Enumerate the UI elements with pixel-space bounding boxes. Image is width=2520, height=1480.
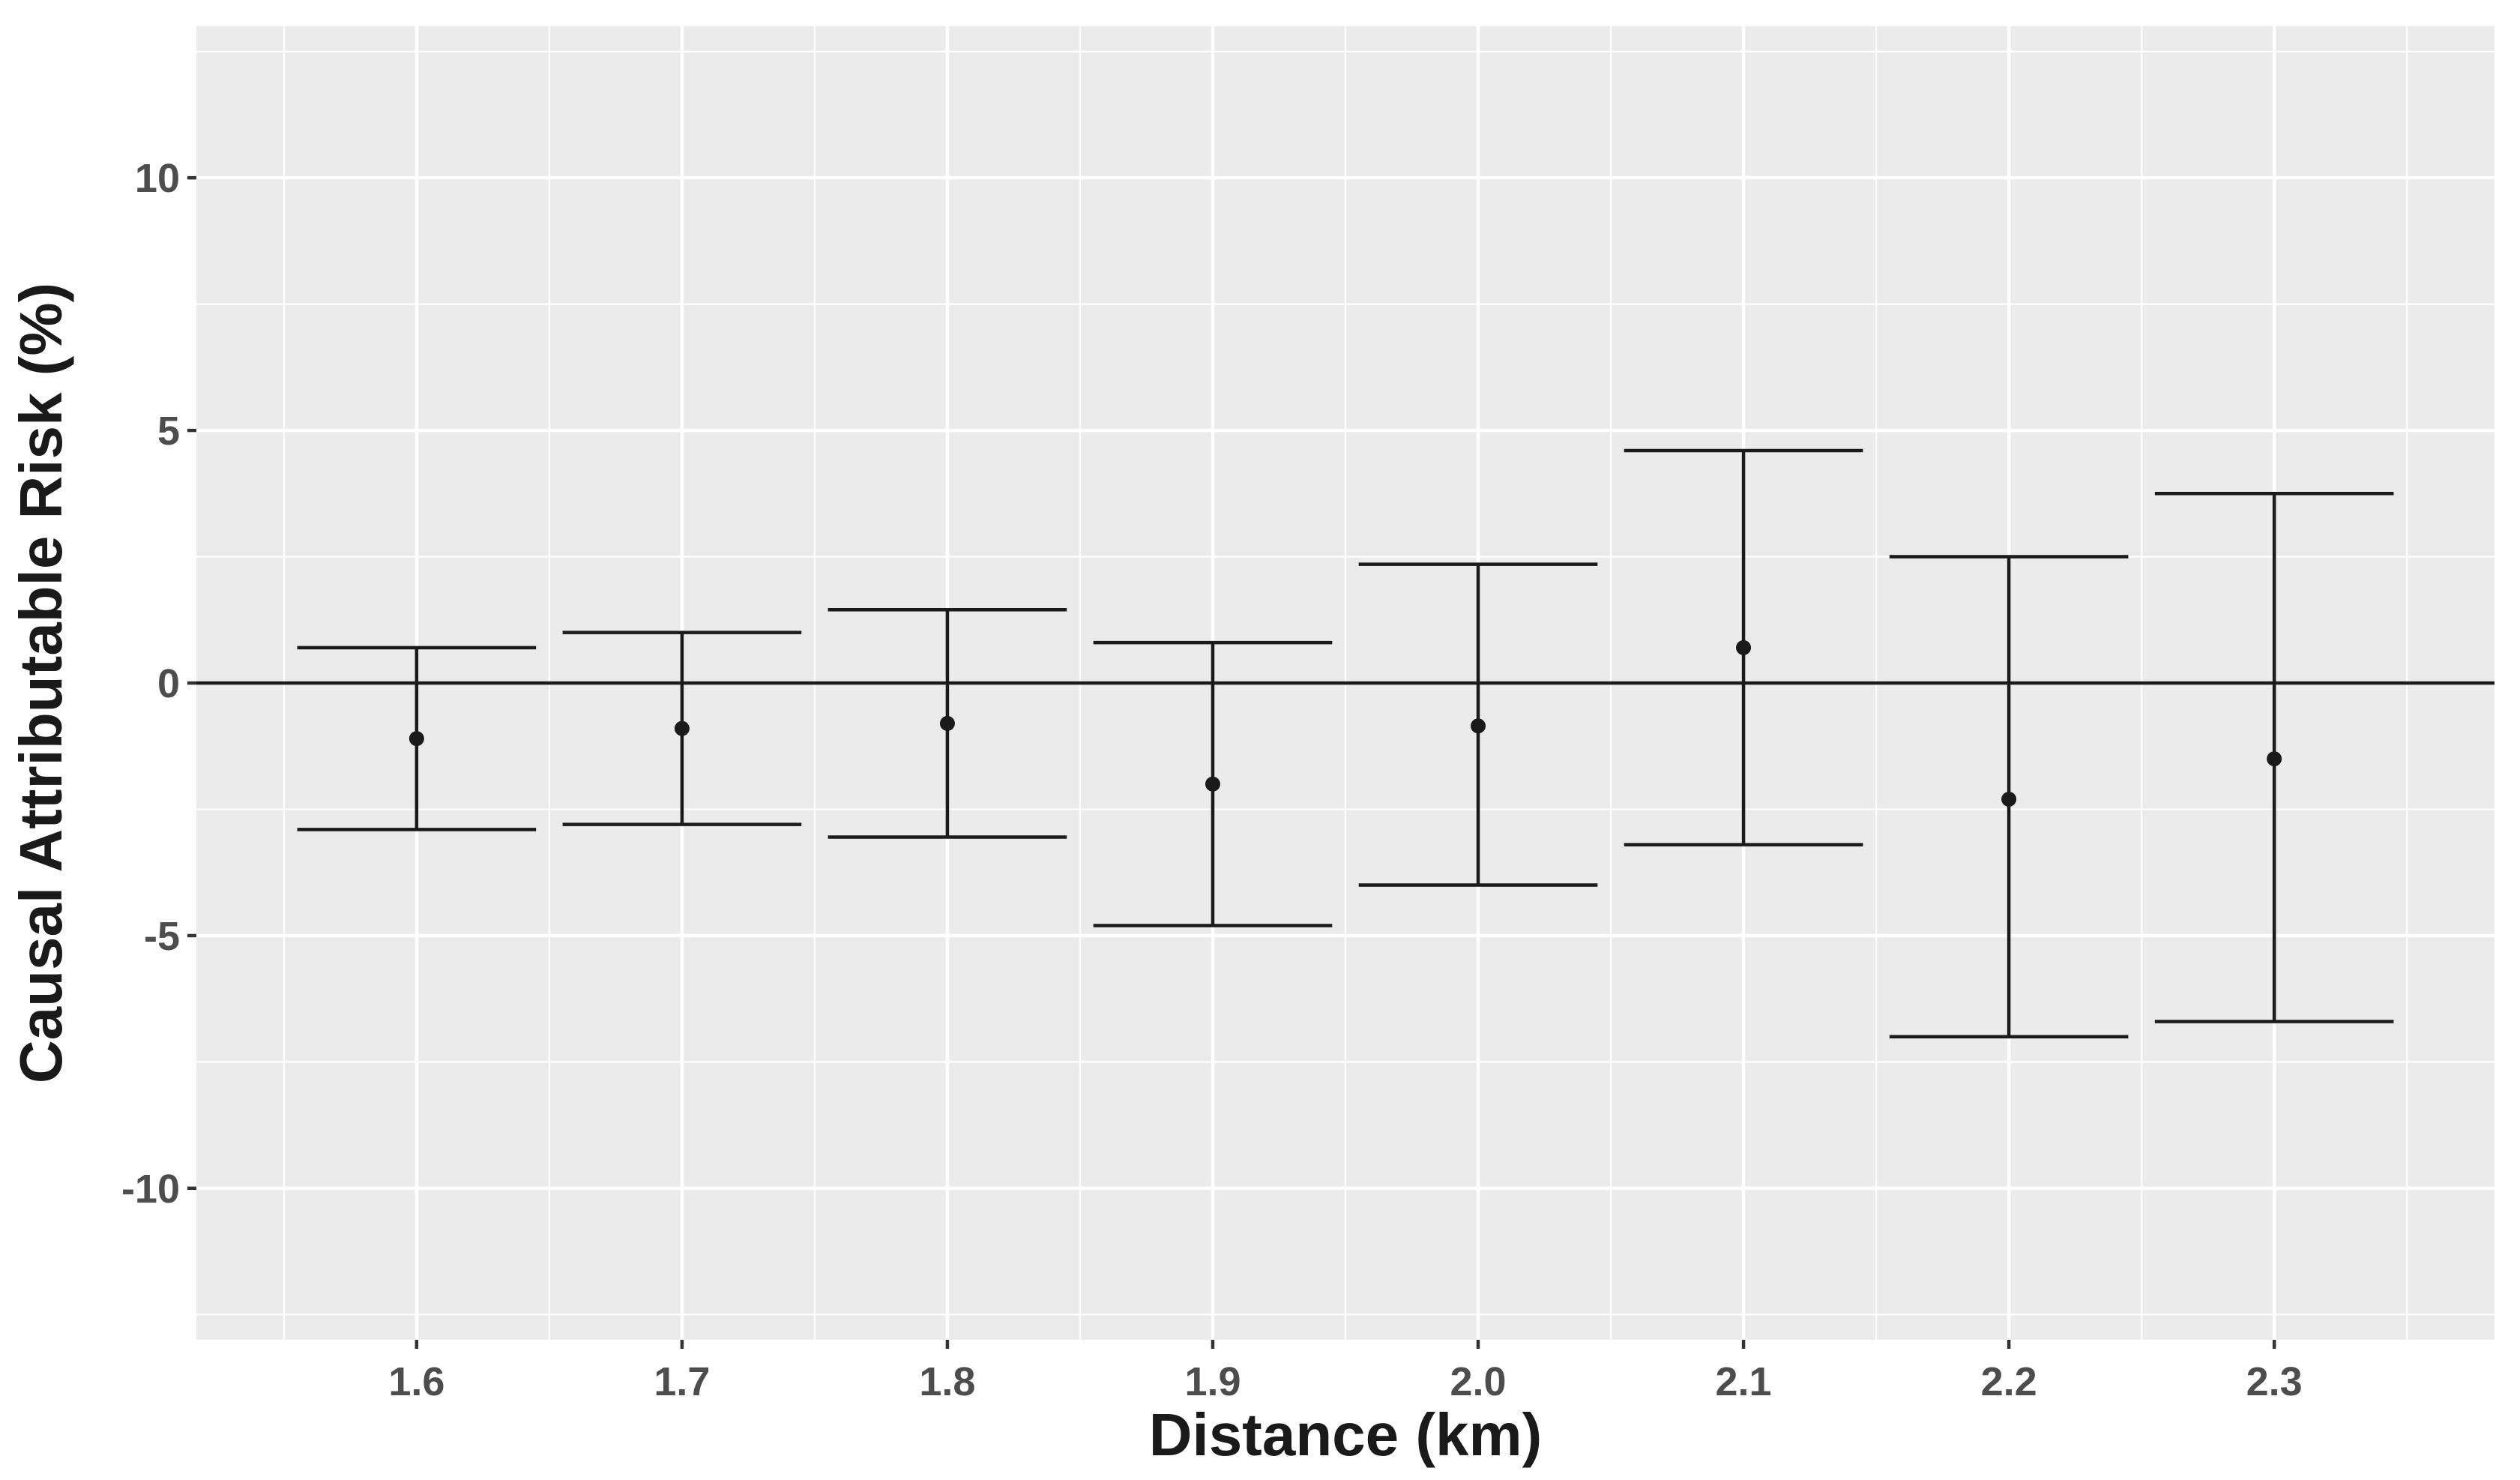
y-tick-label: -5	[144, 914, 180, 959]
x-tick-label: 2.2	[1981, 1359, 2037, 1404]
estimate-point	[674, 721, 690, 736]
error-bar-1.9	[1093, 640, 1333, 927]
x-tick-label: 1.6	[388, 1359, 444, 1404]
error-bar-2.0	[1358, 562, 1598, 887]
error-bar-1.6	[297, 646, 537, 831]
estimate-point	[1471, 718, 1486, 734]
y-tick-label: 5	[157, 409, 180, 454]
estimate-point	[409, 731, 424, 747]
y-axis-title: Causal Attributable Risk (%)	[7, 283, 74, 1083]
error-bar-1.8	[828, 608, 1067, 839]
y-tick-label: -10	[121, 1167, 180, 1212]
error-bar-2.3	[2154, 492, 2394, 1023]
x-tick-label: 1.9	[1184, 1359, 1241, 1404]
x-tick-label: 1.8	[919, 1359, 975, 1404]
error-bar-2.1	[1624, 448, 1863, 846]
error-bars	[196, 448, 2495, 1038]
estimate-point	[1205, 776, 1220, 792]
y-tick-label: 10	[135, 156, 180, 201]
x-tick-label: 2.1	[1716, 1359, 1772, 1404]
error-bar-1.7	[562, 631, 802, 826]
axes: -10 -5 0 5 10 1.6 1.7 1.8 1.9 2.0 2.1 2.2 2.3	[121, 156, 2303, 1404]
estimate-point	[2001, 791, 2017, 807]
x-tick-label: 2.3	[2246, 1359, 2303, 1404]
x-tick-label: 2.0	[1450, 1359, 1506, 1404]
estimate-point	[1736, 640, 1752, 655]
estimate-point	[2267, 751, 2282, 767]
x-axis-title: Distance (km)	[1149, 1401, 1543, 1468]
estimate-point	[939, 715, 955, 731]
error-bar-2.2	[1889, 555, 2129, 1038]
y-tick-label: 0	[157, 661, 180, 706]
x-tick-label: 1.7	[654, 1359, 710, 1404]
